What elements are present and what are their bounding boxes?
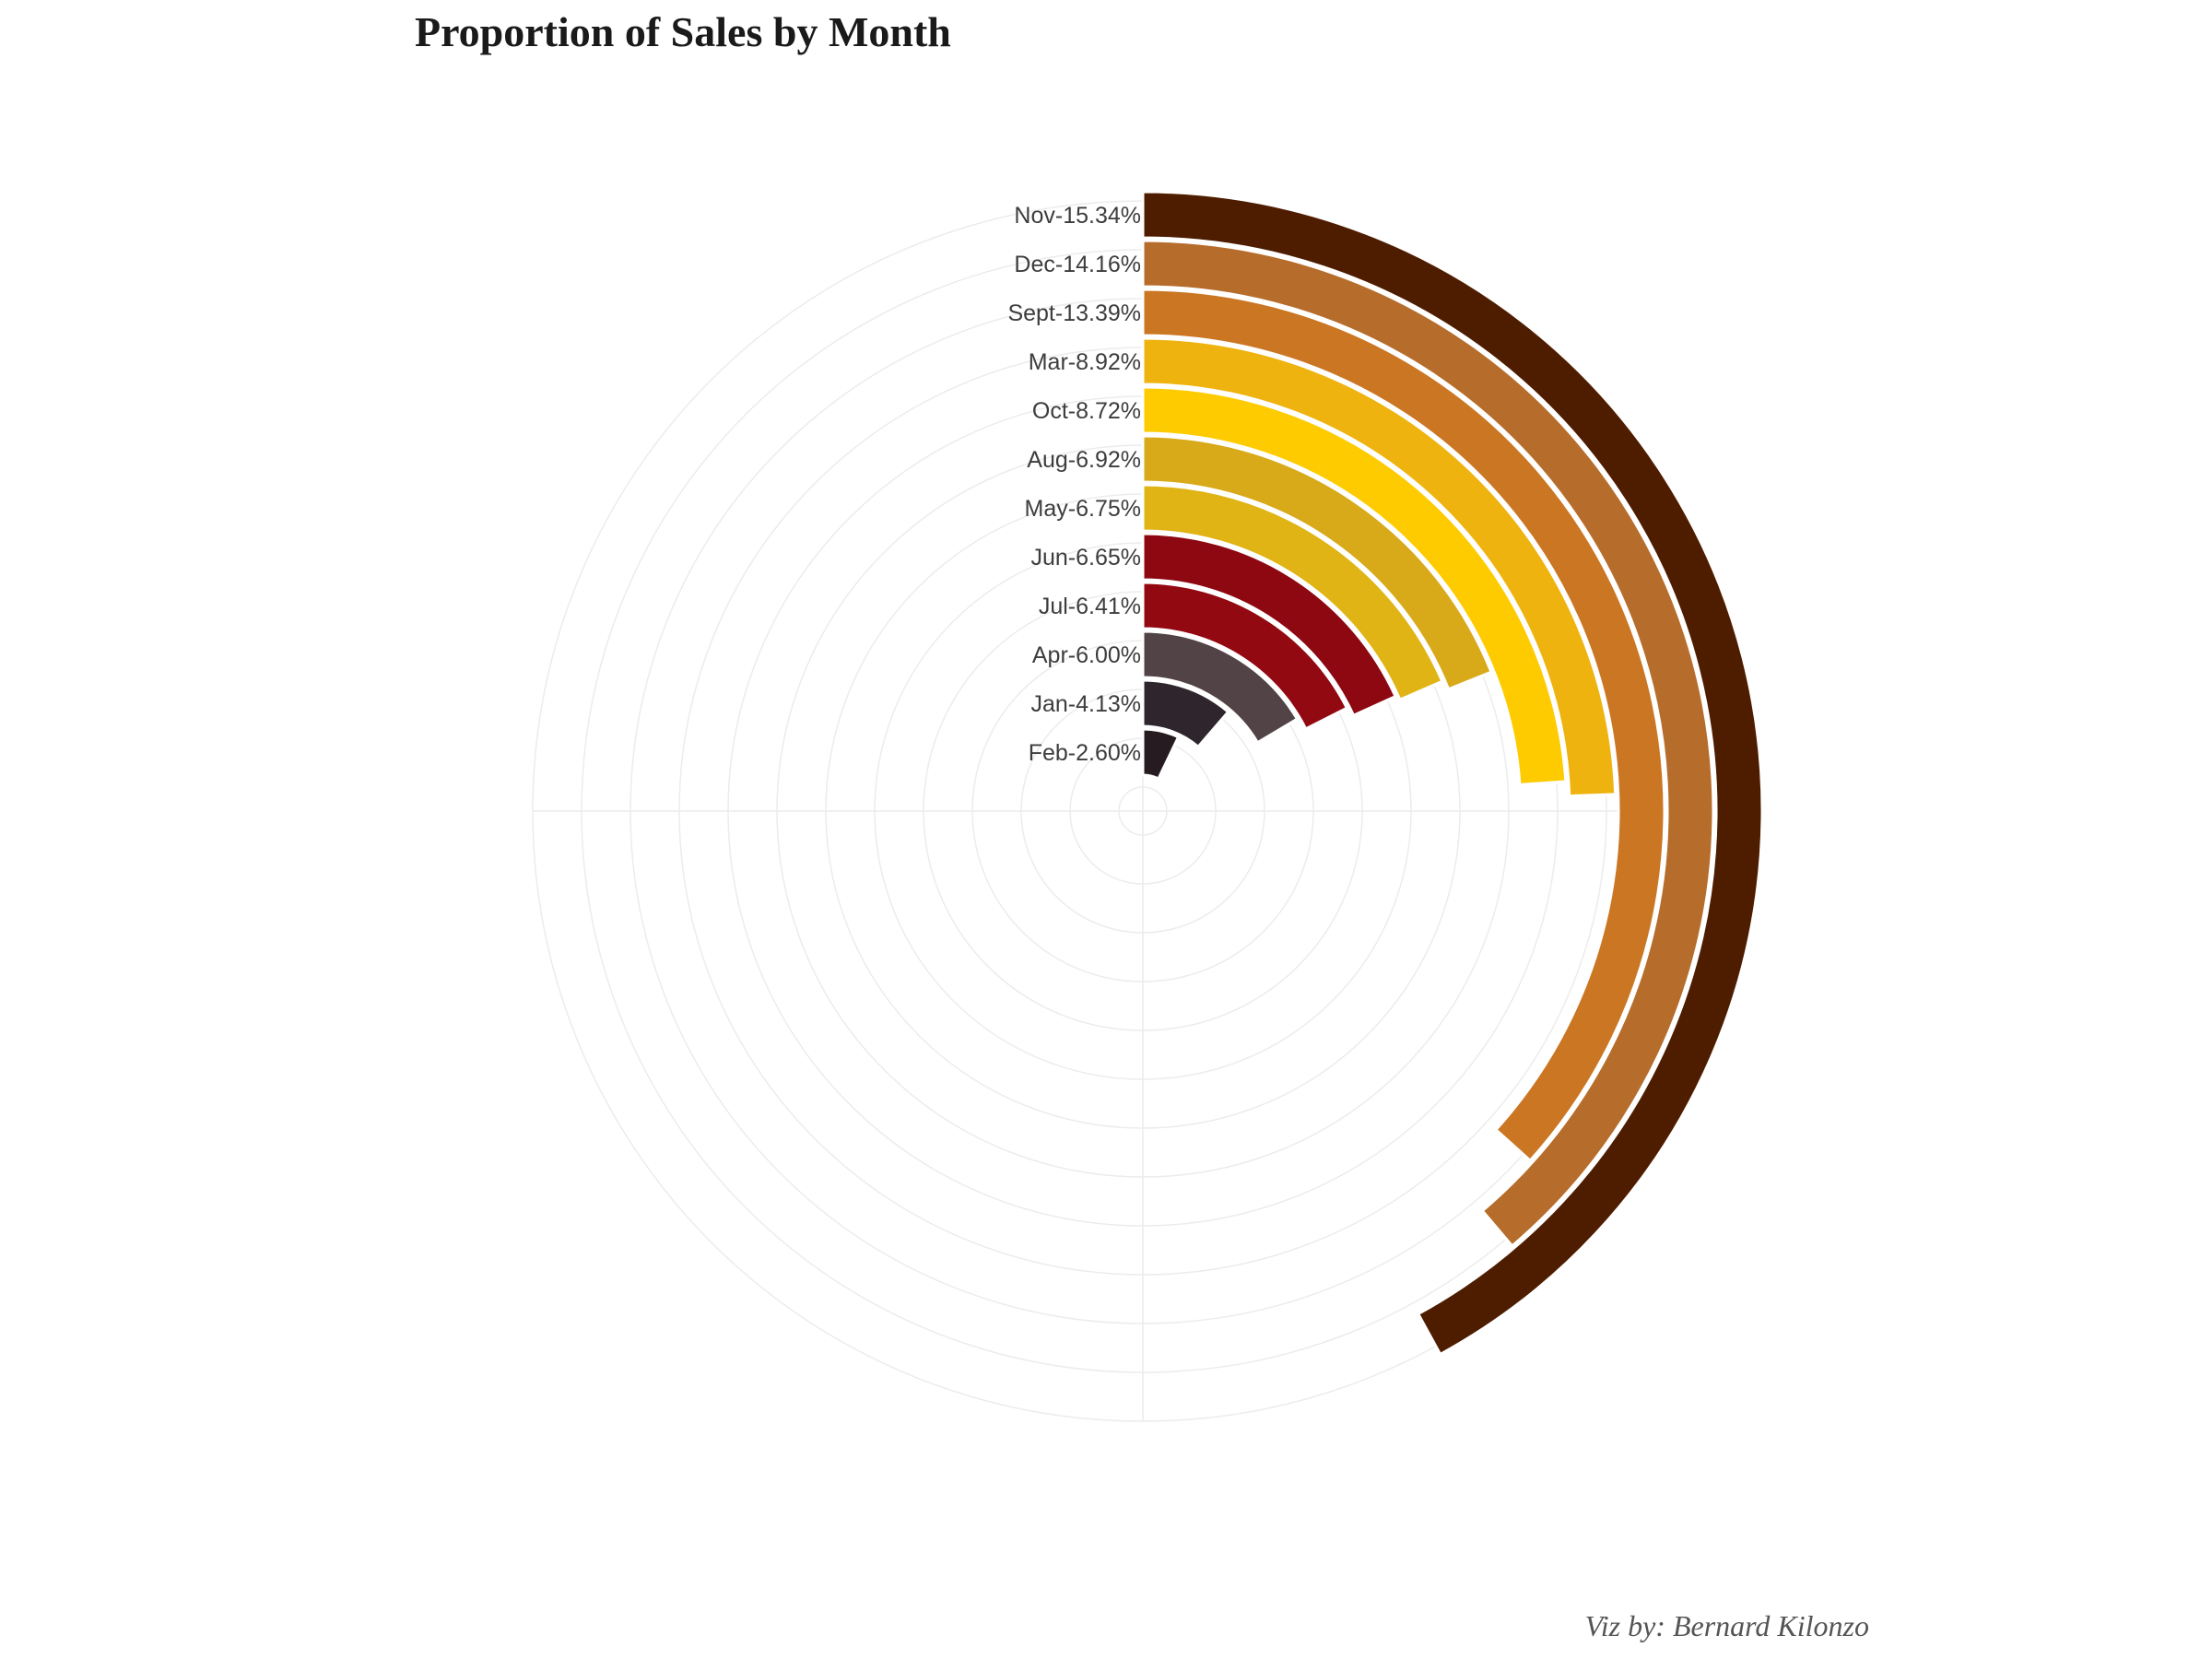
- bar-label-feb: Feb-2.60%: [1029, 740, 1141, 766]
- bar-label-may: May-6.75%: [1025, 496, 1141, 522]
- bar-label-nov: Nov-15.34%: [1014, 203, 1141, 229]
- bar-nov: [1141, 190, 1764, 1357]
- bar-feb: [1141, 727, 1181, 781]
- bar-jul: [1141, 581, 1349, 731]
- bar-dec: [1141, 239, 1715, 1248]
- bar-label-mar: Mar-8.92%: [1029, 349, 1141, 375]
- bar-apr: [1141, 629, 1300, 745]
- caption: Viz by: Bernard Kilonzo: [1584, 1609, 1869, 1642]
- bar-jan: [1141, 678, 1230, 749]
- bar-label-jul: Jul-6.41%: [1039, 594, 1141, 619]
- bar-may: [1141, 483, 1444, 702]
- bar-label-dec: Dec-14.16%: [1014, 252, 1141, 277]
- chart-title: Proportion of Sales by Month: [415, 8, 951, 55]
- bar-label-oct: Oct-8.72%: [1032, 398, 1141, 424]
- bar-oct: [1141, 385, 1568, 787]
- bar-mar: [1141, 336, 1618, 798]
- bar-label-apr: Apr-6.00%: [1032, 642, 1141, 668]
- bar-label-jun: Jun-6.65%: [1030, 545, 1141, 571]
- bar-sept: [1141, 288, 1666, 1163]
- bar-label-aug: Aug-6.92%: [1027, 447, 1141, 473]
- bar-label-jan: Jan-4.13%: [1030, 691, 1141, 717]
- bar-label-sept: Sept-13.39%: [1007, 300, 1141, 326]
- bars-group: [1141, 190, 1764, 1357]
- bar-jun: [1141, 532, 1398, 718]
- labels-group: Nov-15.34% Dec-14.16% Sept-13.39% Mar-8.92%…: [1007, 203, 1141, 766]
- bar-aug: [1141, 434, 1493, 691]
